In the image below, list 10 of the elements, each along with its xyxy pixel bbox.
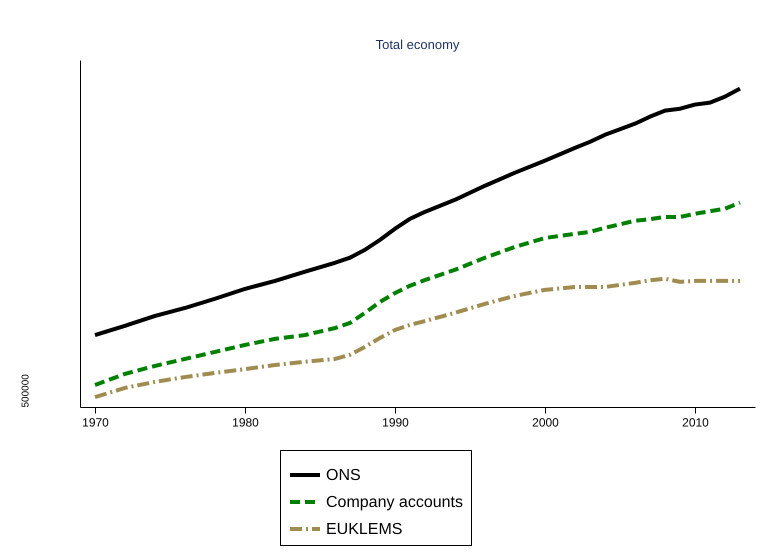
legend-label: EUKLEMS: [326, 521, 402, 538]
legend-label: ONS: [326, 467, 361, 484]
x-tick-label: 1990: [382, 416, 410, 430]
x-tick-label: 1970: [82, 416, 110, 430]
chart-title: Total economy: [376, 37, 460, 52]
x-tick-label: 2000: [532, 416, 560, 430]
x-tick-label: 1980: [232, 416, 260, 430]
x-tick-label: 2010: [682, 416, 710, 430]
y-axis-title: 500000: [20, 374, 32, 408]
legend-label: Company accounts: [326, 494, 463, 511]
